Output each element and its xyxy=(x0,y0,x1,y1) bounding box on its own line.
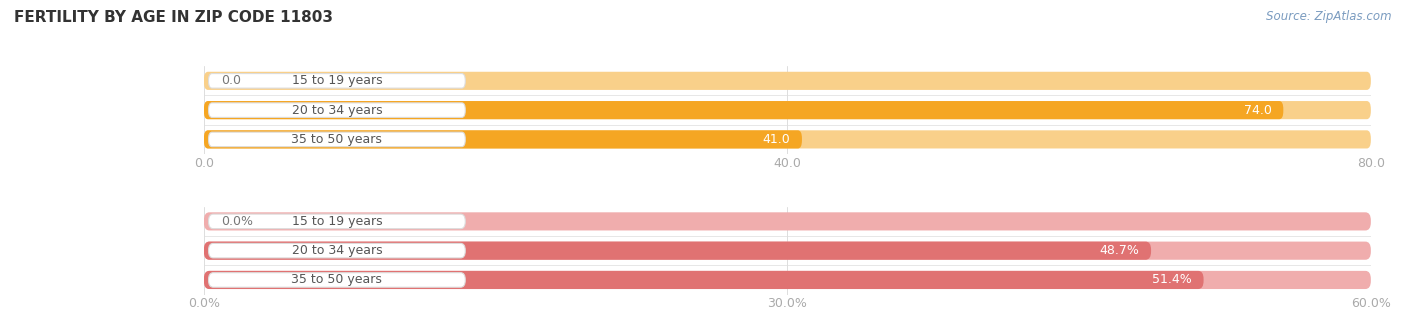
FancyBboxPatch shape xyxy=(208,103,465,118)
Text: 20 to 34 years: 20 to 34 years xyxy=(291,104,382,117)
Text: 74.0: 74.0 xyxy=(1244,104,1271,117)
Text: 15 to 19 years: 15 to 19 years xyxy=(291,215,382,228)
FancyBboxPatch shape xyxy=(204,72,1371,90)
FancyBboxPatch shape xyxy=(204,101,1371,119)
FancyBboxPatch shape xyxy=(208,132,465,147)
Text: 35 to 50 years: 35 to 50 years xyxy=(291,273,382,286)
Text: 51.4%: 51.4% xyxy=(1152,273,1192,286)
Text: 48.7%: 48.7% xyxy=(1099,244,1139,257)
FancyBboxPatch shape xyxy=(208,73,465,88)
Text: Source: ZipAtlas.com: Source: ZipAtlas.com xyxy=(1267,10,1392,23)
Text: 0.0: 0.0 xyxy=(221,74,242,87)
FancyBboxPatch shape xyxy=(208,214,465,229)
FancyBboxPatch shape xyxy=(204,101,1284,119)
FancyBboxPatch shape xyxy=(208,273,465,287)
Text: 20 to 34 years: 20 to 34 years xyxy=(291,244,382,257)
Text: 15 to 19 years: 15 to 19 years xyxy=(291,74,382,87)
Text: 41.0: 41.0 xyxy=(762,133,790,146)
FancyBboxPatch shape xyxy=(204,130,801,149)
FancyBboxPatch shape xyxy=(204,130,1371,149)
FancyBboxPatch shape xyxy=(204,271,1371,289)
FancyBboxPatch shape xyxy=(204,242,1371,260)
FancyBboxPatch shape xyxy=(204,271,1204,289)
Text: 35 to 50 years: 35 to 50 years xyxy=(291,133,382,146)
FancyBboxPatch shape xyxy=(204,212,1371,230)
FancyBboxPatch shape xyxy=(204,242,1152,260)
Text: 0.0%: 0.0% xyxy=(221,215,253,228)
FancyBboxPatch shape xyxy=(208,243,465,258)
Text: FERTILITY BY AGE IN ZIP CODE 11803: FERTILITY BY AGE IN ZIP CODE 11803 xyxy=(14,10,333,25)
